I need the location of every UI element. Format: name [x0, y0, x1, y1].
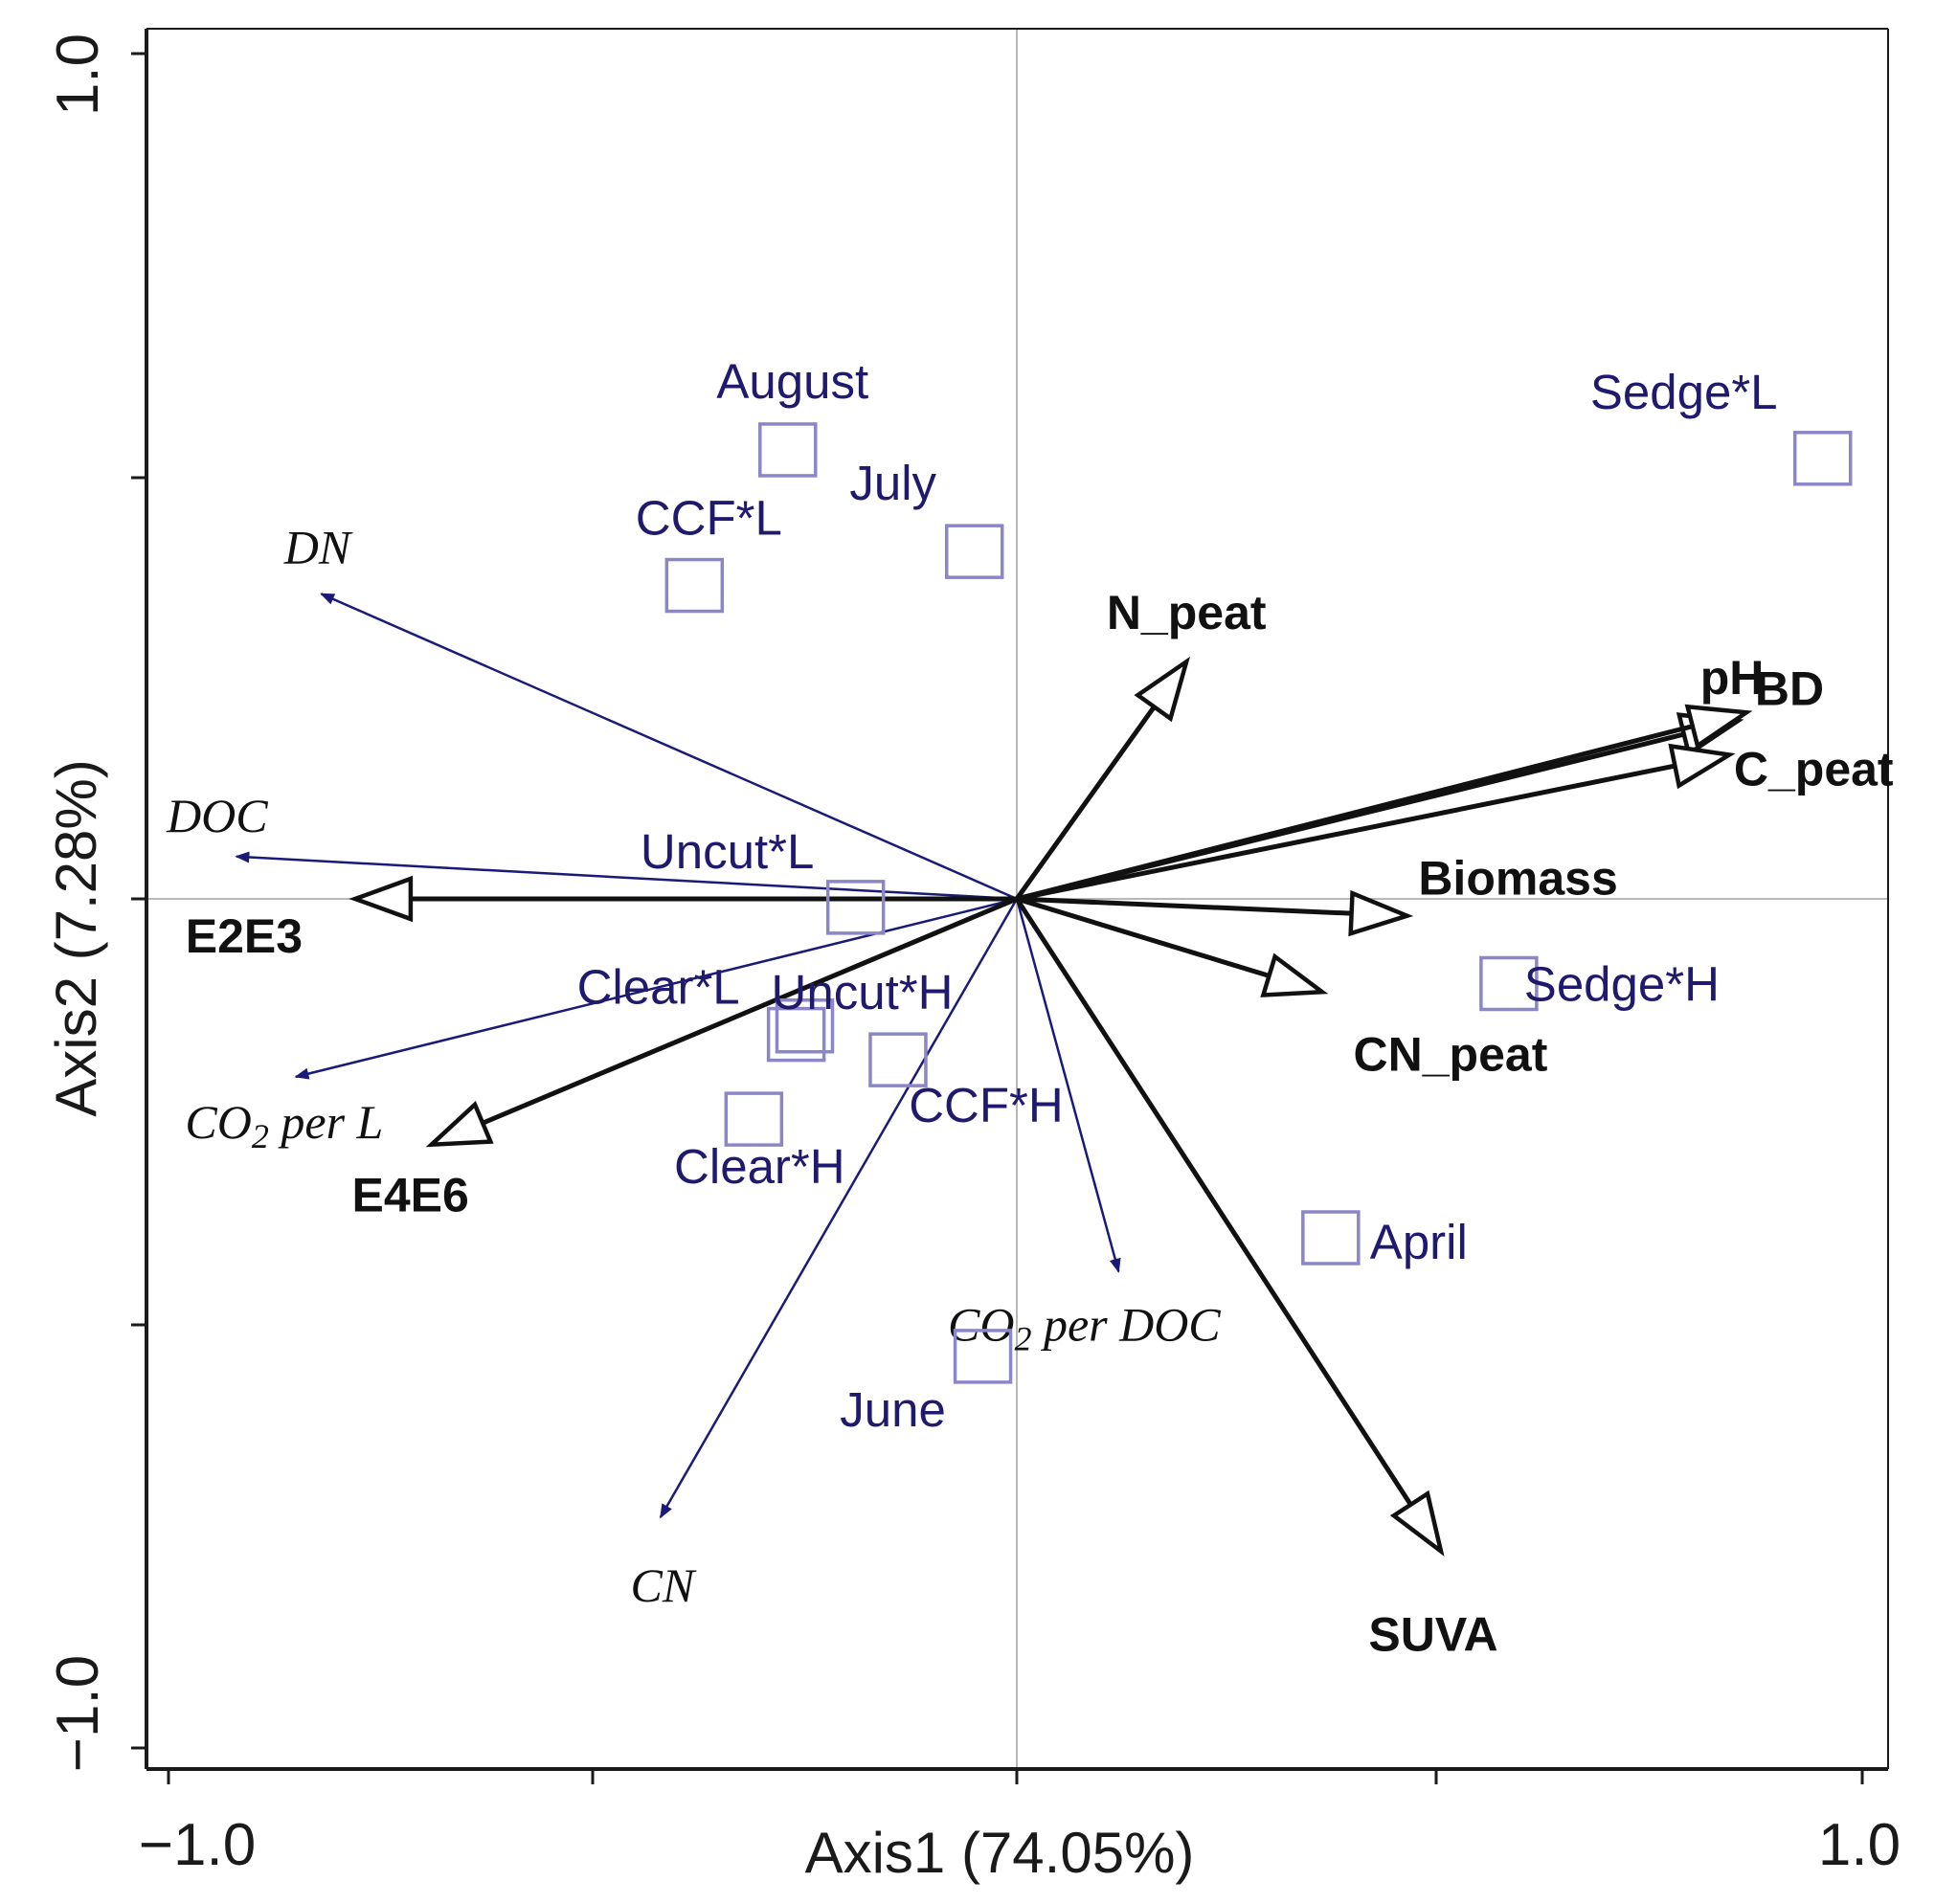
supplementary-vector-dn: [320, 593, 1018, 901]
sample-label: July: [849, 456, 936, 510]
sample-point-july: [944, 524, 1004, 579]
supplementary-vector-label: DN: [283, 520, 353, 573]
supplementary-vectors: DN DOC CO2 per L CO2 per DOC CN: [166, 520, 1221, 1612]
env-vector-bd: [1016, 724, 1694, 902]
env-vector-arrowhead: [1134, 656, 1191, 723]
sample-point-uncut-h: [775, 998, 835, 1054]
supplementary-vector-label: CN: [631, 1558, 697, 1612]
x-axis-title: Axis1 (74.05%): [805, 1821, 1195, 1885]
sample-label: Clear*H: [674, 1139, 845, 1194]
sample-point-ccf-h: [868, 1032, 928, 1087]
env-vector-label: pH: [1700, 651, 1765, 705]
env-vector-arrowhead: [1684, 704, 1753, 750]
env-vector-c-peat: [1016, 763, 1676, 902]
supplementary-vector-label: DOC: [166, 789, 268, 842]
sample-label: Sedge*L: [1590, 365, 1778, 419]
env-vector-cn-peat: [1016, 896, 1271, 978]
env-vector-suva: [1014, 897, 1413, 1507]
sample-point-sedge-h: [1479, 955, 1539, 1012]
supplementary-vector-label: CO2 per L: [185, 1095, 383, 1155]
sample-label: Sedge*H: [1524, 957, 1720, 1012]
sample-label: April: [1370, 1215, 1468, 1269]
sample-point-august: [758, 422, 818, 478]
sample-points: August July CCF*L Sedge*L Uncut*L Clear*L Uncu…: [577, 354, 1853, 1437]
env-vector-arrowhead: [1389, 1490, 1445, 1557]
supplementary-vector-doc: [235, 851, 1018, 901]
env-vector-label: N_peat: [1107, 586, 1267, 639]
sample-point-april: [1301, 1210, 1361, 1266]
sample-point-clear-h: [724, 1091, 784, 1147]
env-vector-label: CN_peat: [1354, 1027, 1548, 1081]
x-tick-label-max: 1.0: [1818, 1812, 1901, 1878]
y-tick-label-min: −1.0: [45, 1655, 111, 1772]
y-axis-title: Axis2 (7.28%): [44, 759, 108, 1116]
env-vector-arrowhead: [425, 1100, 494, 1148]
env-vector-arrowhead: [1668, 743, 1736, 790]
env-vector-n-peat: [1014, 705, 1157, 901]
sample-label: Uncut*H: [772, 965, 954, 1019]
sample-point-sedge-l: [1792, 431, 1853, 486]
supplementary-vector-co2-per-doc: [1015, 898, 1121, 1273]
sample-label: Clear*L: [577, 960, 740, 1015]
supplementary-vector-label: CO2 per DOC: [948, 1297, 1221, 1357]
env-vector-label: E2E3: [186, 909, 303, 963]
sample-point-clear-l: [766, 1006, 826, 1063]
env-vector-label: E4E6: [351, 1169, 468, 1222]
x-tick-label-min: −1.0: [139, 1812, 256, 1878]
env-vector-biomass: [1016, 896, 1352, 916]
sample-label: June: [840, 1382, 946, 1437]
env-vector-label: C_peat: [1734, 743, 1894, 796]
sample-label: CCF*L: [636, 491, 782, 546]
env-vector-arrowhead: [349, 875, 414, 923]
supplementary-vector-co2-per-l: [294, 897, 1018, 1080]
sample-label: Uncut*L: [641, 824, 814, 879]
sample-point-ccf-l: [664, 557, 725, 614]
sample-label: August: [716, 354, 868, 409]
sample-label: CCF*H: [909, 1078, 1064, 1132]
env-vector-arrowhead: [1348, 889, 1414, 937]
sample-point-june: [953, 1329, 1013, 1384]
y-tick-label-max: 1.0: [45, 34, 111, 116]
env-vector-arrowhead: [1260, 952, 1329, 997]
sample-point-uncut-l: [825, 880, 886, 935]
env-vector-label: Biomass: [1418, 852, 1617, 906]
env-vector-e4e6: [482, 896, 1018, 1126]
env-vector-label: BD: [1755, 661, 1824, 715]
supplementary-vector-cn: [659, 898, 1019, 1519]
env-vector-label: SUVA: [1368, 1607, 1497, 1661]
